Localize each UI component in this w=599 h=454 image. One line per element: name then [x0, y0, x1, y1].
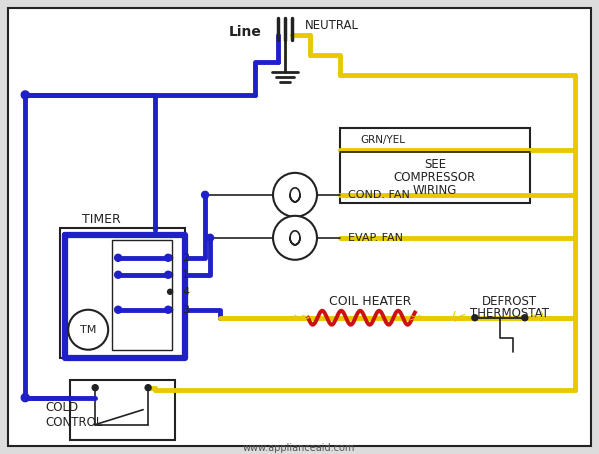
Text: DEFROST: DEFROST: [482, 295, 537, 308]
Bar: [70, 380, 175, 439]
Text: COLD
CONTROL: COLD CONTROL: [45, 400, 102, 429]
Text: www.applianceaid.com: www.applianceaid.com: [243, 443, 355, 453]
Circle shape: [68, 310, 108, 350]
Text: TIMER: TIMER: [82, 213, 121, 226]
Circle shape: [522, 315, 528, 321]
Circle shape: [273, 216, 317, 260]
Text: Line: Line: [229, 25, 262, 39]
Text: EVAP. FAN: EVAP. FAN: [348, 233, 403, 243]
Text: NEUTRAL: NEUTRAL: [305, 20, 359, 33]
Text: >>: >>: [293, 313, 311, 323]
Circle shape: [168, 289, 173, 294]
Text: 1: 1: [182, 270, 189, 280]
Bar: [60, 228, 185, 358]
Text: >): >): [530, 311, 546, 324]
Text: COND. FAN: COND. FAN: [348, 190, 410, 200]
Text: WIRING: WIRING: [413, 184, 457, 197]
Circle shape: [472, 315, 478, 321]
Text: GRN/YEL: GRN/YEL: [360, 135, 405, 145]
Text: 3: 3: [182, 305, 189, 315]
Circle shape: [114, 271, 122, 278]
Text: 4: 4: [182, 287, 189, 297]
Circle shape: [92, 385, 98, 391]
Text: COMPRESSOR: COMPRESSOR: [394, 171, 476, 184]
Circle shape: [114, 306, 122, 313]
Circle shape: [21, 91, 29, 99]
Circle shape: [168, 255, 173, 260]
Circle shape: [165, 306, 171, 313]
Circle shape: [168, 307, 173, 312]
Circle shape: [165, 254, 171, 262]
Text: THERMOSTAT: THERMOSTAT: [470, 307, 549, 320]
Text: COIL HEATER: COIL HEATER: [329, 295, 411, 308]
Text: 2: 2: [182, 253, 189, 263]
Text: (<: (<: [452, 311, 468, 324]
Circle shape: [273, 173, 317, 217]
Circle shape: [207, 234, 214, 241]
Circle shape: [21, 394, 29, 402]
Text: >>: >>: [409, 313, 427, 323]
Circle shape: [168, 272, 173, 277]
Circle shape: [145, 385, 151, 391]
Text: SEE: SEE: [424, 158, 446, 171]
Bar: [112, 240, 172, 350]
Circle shape: [165, 271, 171, 278]
Text: TM: TM: [80, 325, 96, 335]
Circle shape: [202, 191, 208, 198]
Circle shape: [114, 254, 122, 262]
Bar: [340, 128, 530, 203]
